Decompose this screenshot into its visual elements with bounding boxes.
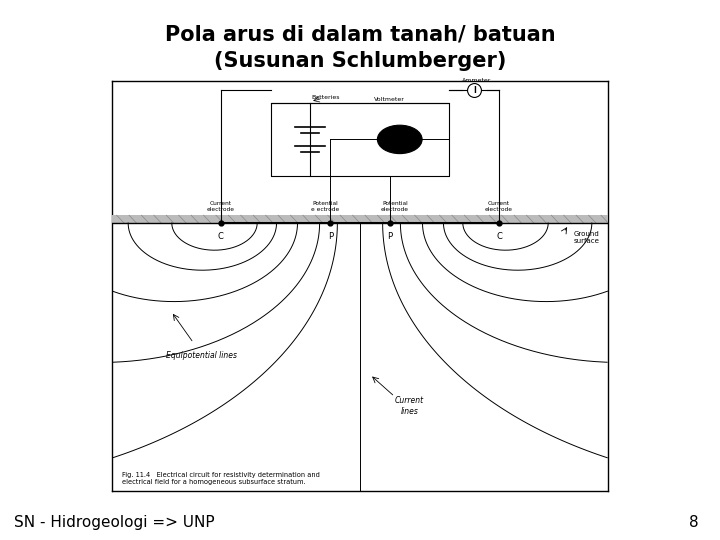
Text: 8: 8	[689, 515, 698, 530]
Text: Equipotential lines: Equipotential lines	[166, 351, 237, 360]
Text: SN - Hidrogeologi => UNP: SN - Hidrogeologi => UNP	[14, 515, 215, 530]
Text: Potential
e ectrode: Potential e ectrode	[311, 201, 339, 212]
Text: C: C	[218, 232, 224, 241]
Text: I: I	[473, 86, 476, 95]
Bar	[271, 103, 449, 176]
Text: Current
lines: Current lines	[395, 396, 424, 416]
Circle shape	[377, 125, 422, 153]
Text: Batteries: Batteries	[311, 95, 339, 100]
Text: Current
electrode: Current electrode	[207, 201, 235, 212]
Text: Fig. 11.4   Electrical circuit for resistivity determination and
electrical fiel: Fig. 11.4 Electrical circuit for resisti…	[122, 472, 320, 485]
Text: Current
electrode: Current electrode	[485, 201, 513, 212]
Text: (Susunan Schlumberger): (Susunan Schlumberger)	[214, 51, 506, 71]
Text: V: V	[397, 135, 403, 144]
Text: Pola arus di dalam tanah/ batuan: Pola arus di dalam tanah/ batuan	[165, 24, 555, 44]
Text: Ground
surface: Ground surface	[574, 231, 600, 244]
Text: P: P	[328, 232, 333, 241]
Text: Ammeter: Ammeter	[462, 78, 492, 83]
Text: P: P	[387, 232, 392, 241]
Text: C: C	[496, 232, 502, 241]
Text: Potential
electrode: Potential electrode	[381, 201, 409, 212]
Text: Voltmeter: Voltmeter	[374, 97, 405, 102]
